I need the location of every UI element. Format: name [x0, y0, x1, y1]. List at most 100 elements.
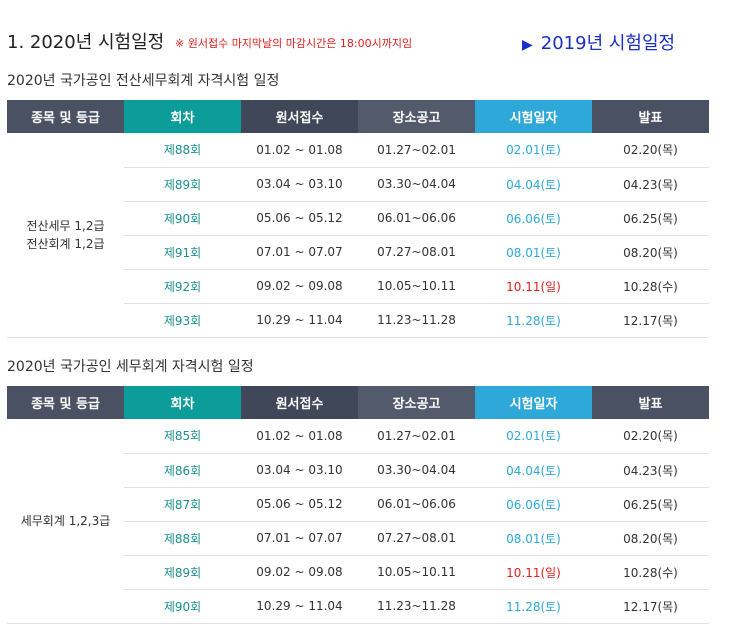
- table-row: 세무회계 1,2,3급 제85회 01.02 ~ 01.08 01.27~02.01 0…: [7, 419, 709, 624]
- venue-notice-cell: 07.27~08.01: [358, 521, 475, 556]
- result-date-cell: 02.20(목): [592, 133, 709, 168]
- table-row: 제86회 03.04 ~ 03.10 03.30~04.04 04.04(토) 04.2…: [7, 453, 709, 488]
- exam-date-cell: 06.06(토): [475, 201, 592, 236]
- exam-date-cell: 11.28(토): [475, 589, 592, 624]
- result-date-cell: 12.17(목): [592, 303, 709, 338]
- table-row: 제87회 05.06 ~ 05.12 06.01~06.06 06.06(토) 06.2…: [7, 487, 709, 522]
- venue-notice-cell: 11.23~11.28: [358, 303, 475, 338]
- accept-period-cell: 10.29 ~ 11.04: [241, 589, 358, 624]
- col-header-item: 종목 및 등급: [7, 100, 124, 133]
- schedule-table: 종목 및 등급 회차 원서접수 장소공고 시험일자 발표 세무회계 1,2,3급…: [7, 386, 709, 624]
- result-date-cell: 08.20(목): [592, 521, 709, 556]
- exam-date-cell: 02.01(토): [475, 133, 592, 168]
- round-cell: 제86회: [124, 453, 241, 488]
- col-header-item: 종목 및 등급: [7, 386, 124, 419]
- col-header-exam: 시험일자: [475, 100, 592, 133]
- accept-period-cell: 09.02 ~ 09.08: [241, 555, 358, 590]
- round-cell: 제85회: [124, 419, 241, 454]
- link-2019-label: 2019년 시험일정: [540, 33, 676, 54]
- accept-period-cell: 07.01 ~ 07.07: [241, 235, 358, 270]
- section-title: 2020년 국가공인 세무회계 자격시험 일정: [7, 359, 254, 375]
- result-date-cell: 10.28(수): [592, 269, 709, 304]
- item-grade-line: 전산세무 1,2급: [26, 218, 105, 233]
- round-cell: 제88회: [124, 521, 241, 556]
- col-header-accept: 원서접수: [241, 386, 358, 419]
- round-cell: 제88회: [124, 133, 241, 168]
- section-computer-accounting: 2020년 국가공인 전산세무회계 자격시험 일정 종목 및 등급 회차 원서접…: [7, 70, 709, 338]
- venue-notice-cell: 06.01~06.06: [358, 201, 475, 236]
- table-row: 제88회 07.01 ~ 07.07 07.27~08.01 08.01(토) 08.2…: [7, 521, 709, 556]
- exam-date-cell: 08.01(토): [475, 521, 592, 556]
- round-cell: 제92회: [124, 269, 241, 304]
- exam-date-cell: 02.01(토): [475, 419, 592, 454]
- venue-notice-cell: 10.05~10.11: [358, 269, 475, 304]
- round-cell: 제89회: [124, 167, 241, 202]
- section-title: 2020년 국가공인 전산세무회계 자격시험 일정: [7, 73, 280, 89]
- result-date-cell: 04.23(목): [592, 167, 709, 202]
- item-grade-line: 전산회계 1,2급: [26, 236, 105, 251]
- accept-period-cell: 03.04 ~ 03.10: [241, 453, 358, 488]
- result-date-cell: 02.20(목): [592, 419, 709, 454]
- venue-notice-cell: 01.27~02.01: [358, 133, 475, 168]
- accept-period-cell: 05.06 ~ 05.12: [241, 201, 358, 236]
- round-cell: 제89회: [124, 555, 241, 590]
- result-date-cell: 10.28(수): [592, 555, 709, 590]
- result-date-cell: 12.17(목): [592, 589, 709, 624]
- table-row: 제92회 09.02 ~ 09.08 10.05~10.11 10.11(일) 10.2…: [7, 269, 709, 304]
- item-grade-line: 세무회계 1,2,3급: [20, 513, 111, 528]
- venue-notice-cell: 07.27~08.01: [358, 235, 475, 270]
- col-header-accept: 원서접수: [241, 100, 358, 133]
- result-date-cell: 06.25(목): [592, 487, 709, 522]
- result-date-cell: 06.25(목): [592, 201, 709, 236]
- col-header-result: 발표: [592, 100, 709, 133]
- page-title: 1. 2020년 시험일정: [7, 32, 165, 53]
- exam-date-cell: 04.04(토): [475, 167, 592, 202]
- venue-notice-cell: 03.30~04.04: [358, 453, 475, 488]
- exam-date-cell: 11.28(토): [475, 303, 592, 338]
- table-row: 제93회 10.29 ~ 11.04 11.23~11.28 11.28(토) 12.1…: [7, 303, 709, 338]
- round-cell: 제90회: [124, 201, 241, 236]
- table-row: 전산세무 1,2급 전산회계 1,2급 제88회 01.02 ~ 01.08 01.27…: [7, 133, 709, 338]
- table-header-row: 종목 및 등급 회차 원서접수 장소공고 시험일자 발표: [7, 100, 709, 133]
- venue-notice-cell: 03.30~04.04: [358, 167, 475, 202]
- table-row: 제91회 07.01 ~ 07.07 07.27~08.01 08.01(토) 08.2…: [7, 235, 709, 270]
- table-header-row: 종목 및 등급 회차 원서접수 장소공고 시험일자 발표: [7, 386, 709, 419]
- section-tax-accounting: 2020년 국가공인 세무회계 자격시험 일정 종목 및 등급 회차 원서접수 …: [7, 356, 709, 624]
- exam-date-cell: 08.01(토): [475, 235, 592, 270]
- exam-date-cell: 10.11(일): [475, 269, 592, 304]
- accept-period-cell: 09.02 ~ 09.08: [241, 269, 358, 304]
- table-row: 제89회 09.02 ~ 09.08 10.05~10.11 10.11(일) 10.2…: [7, 555, 709, 590]
- venue-notice-cell: 10.05~10.11: [358, 555, 475, 590]
- venue-notice-cell: 11.23~11.28: [358, 589, 475, 624]
- table-row: 제90회 05.06 ~ 05.12 06.01~06.06 06.06(토) 06.2…: [7, 201, 709, 236]
- col-header-notice: 장소공고: [358, 100, 475, 133]
- play-arrow-icon: ▶: [522, 37, 533, 53]
- exam-date-cell: 06.06(토): [475, 487, 592, 522]
- col-header-round: 회차: [124, 386, 241, 419]
- top-bar: 1. 2020년 시험일정 ※ 원서접수 마지막날의 마감시간은 18:00시까…: [7, 28, 740, 56]
- round-cell: 제90회: [124, 589, 241, 624]
- col-header-notice: 장소공고: [358, 386, 475, 419]
- accept-period-cell: 01.02 ~ 01.08: [241, 133, 358, 168]
- venue-notice-cell: 06.01~06.06: [358, 487, 475, 522]
- accept-period-cell: 05.06 ~ 05.12: [241, 487, 358, 522]
- venue-notice-cell: 01.27~02.01: [358, 419, 475, 454]
- link-2019-schedule[interactable]: ▶ 2019년 시험일정: [522, 29, 675, 55]
- exam-date-cell: 10.11(일): [475, 555, 592, 590]
- table-row: 제89회 03.04 ~ 03.10 03.30~04.04 04.04(토) 04.2…: [7, 167, 709, 202]
- col-header-exam: 시험일자: [475, 386, 592, 419]
- table-row: 제90회 10.29 ~ 11.04 11.23~11.28 11.28(토) 12.1…: [7, 589, 709, 624]
- round-cell: 제87회: [124, 487, 241, 522]
- round-cell: 제93회: [124, 303, 241, 338]
- accept-period-cell: 01.02 ~ 01.08: [241, 419, 358, 454]
- exam-date-cell: 04.04(토): [475, 453, 592, 488]
- item-grade-cell: 세무회계 1,2,3급: [7, 419, 124, 624]
- col-header-result: 발표: [592, 386, 709, 419]
- schedule-table: 종목 및 등급 회차 원서접수 장소공고 시험일자 발표 전산세무 1,2급 전산…: [7, 100, 709, 338]
- accept-period-cell: 03.04 ~ 03.10: [241, 167, 358, 202]
- accept-period-cell: 07.01 ~ 07.07: [241, 521, 358, 556]
- round-cell: 제91회: [124, 235, 241, 270]
- result-date-cell: 08.20(목): [592, 235, 709, 270]
- deadline-notice: ※ 원서접수 마지막날의 마감시간은 18:00시까지임: [175, 37, 413, 50]
